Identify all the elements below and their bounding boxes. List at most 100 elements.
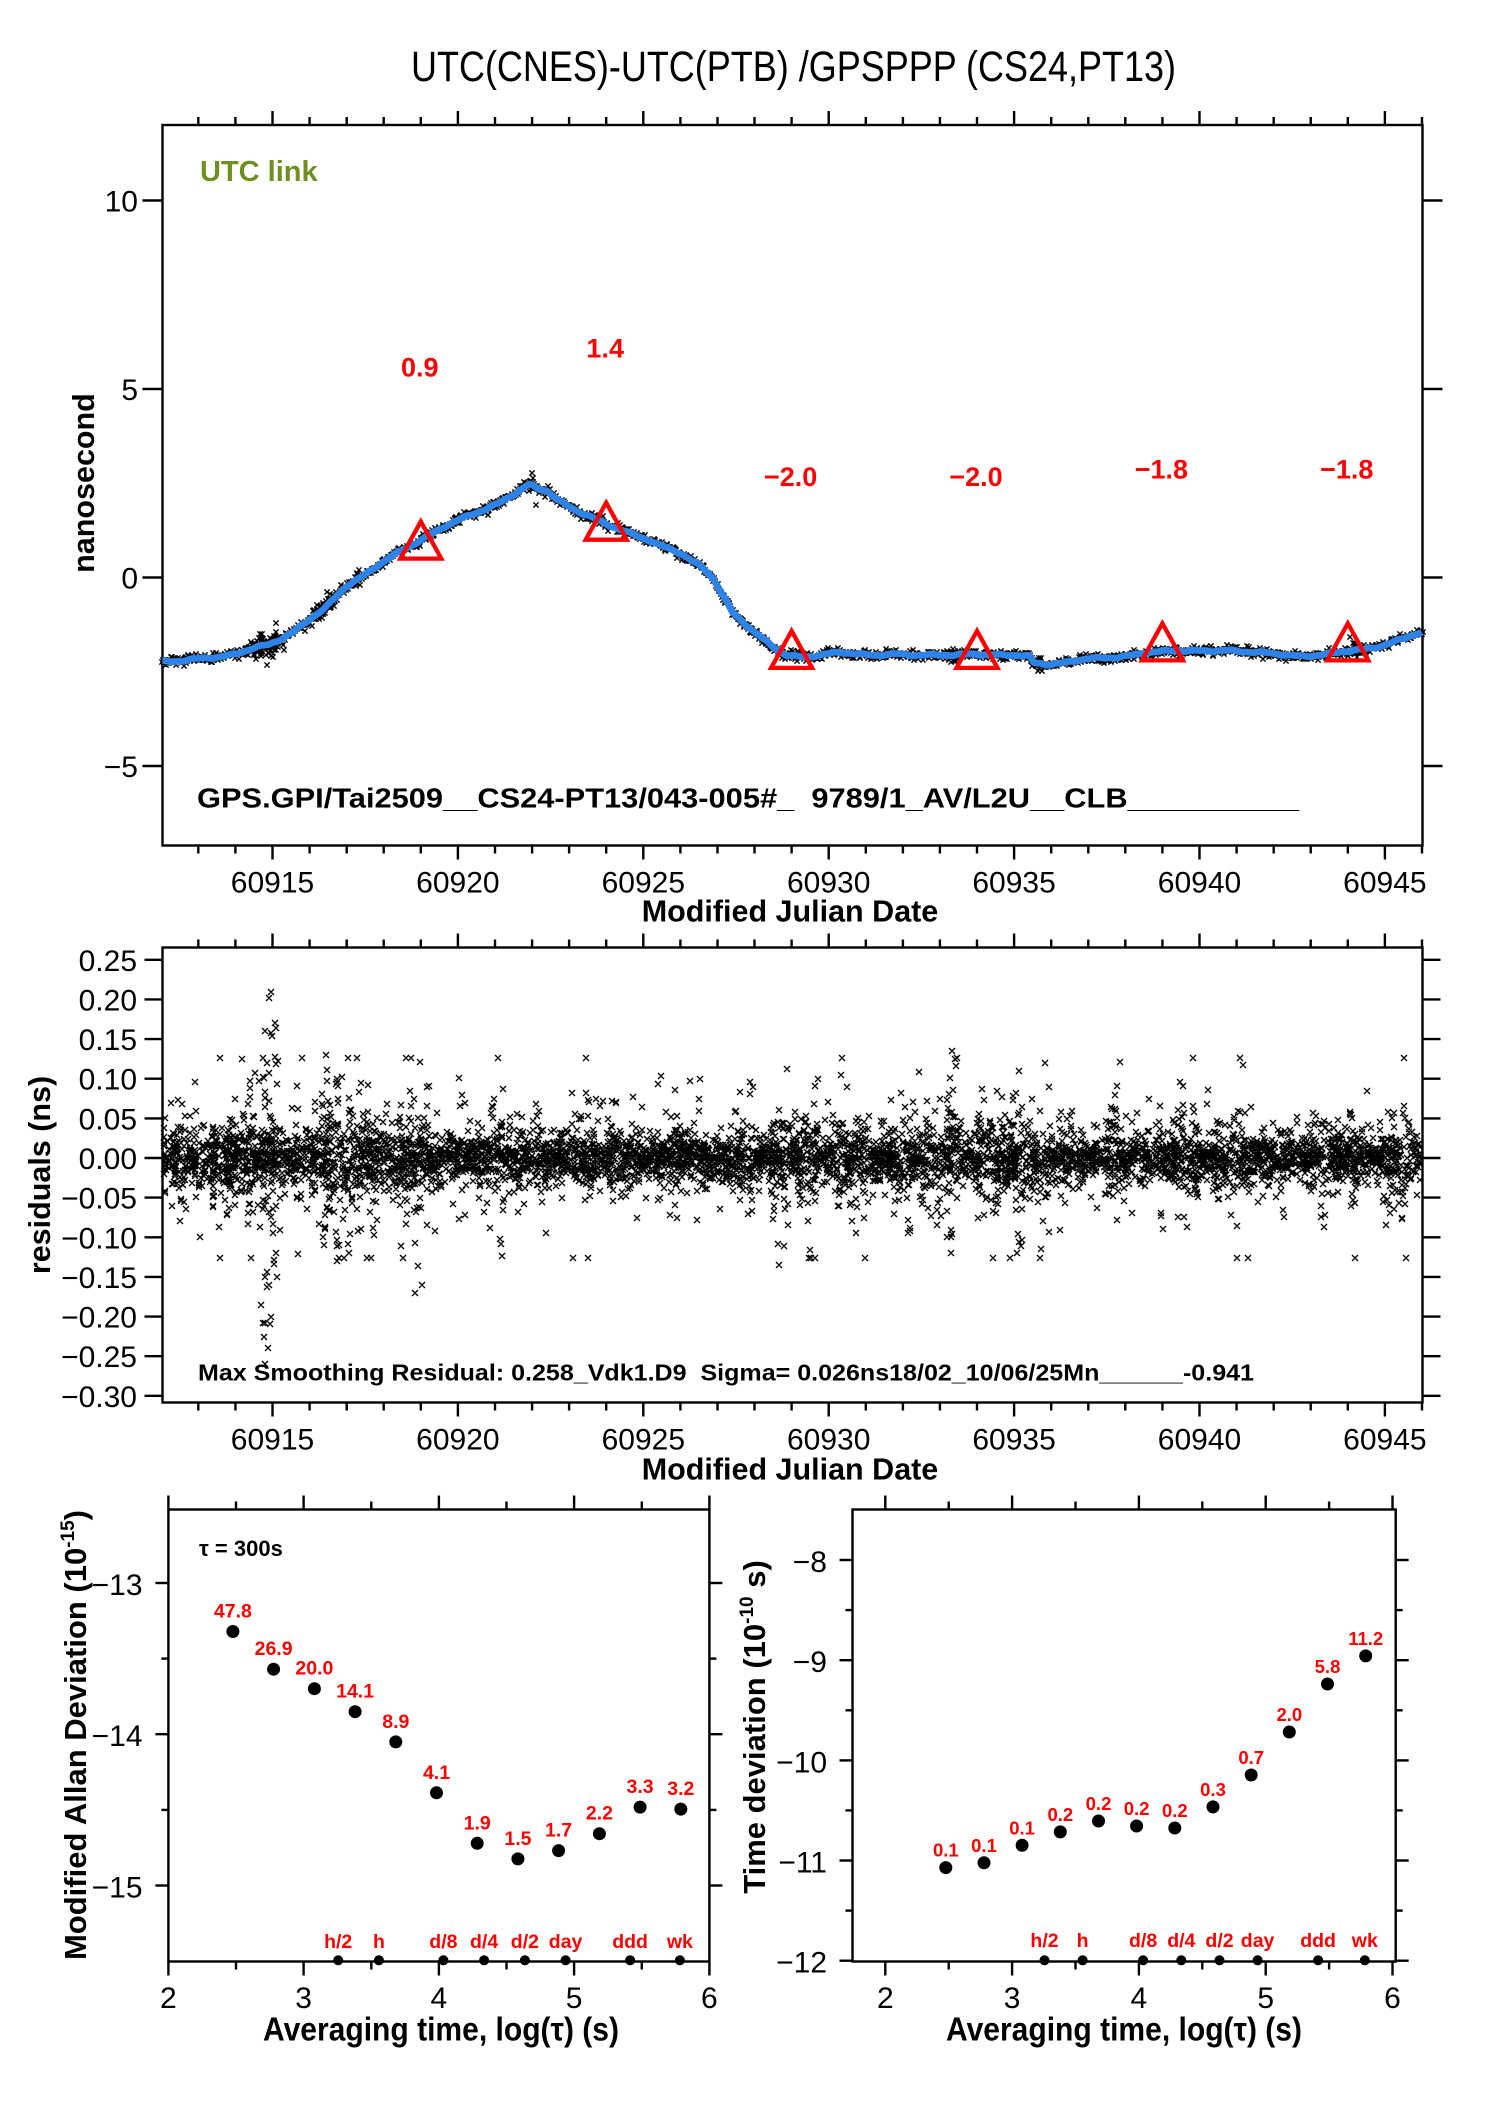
svg-text:τ = 300s: τ = 300s [199,1536,283,1561]
svg-text:4: 4 [431,1982,448,2015]
svg-text:−2.0: −2.0 [949,462,1002,492]
svg-text:0.2: 0.2 [1124,1798,1150,1819]
svg-text:1.7: 1.7 [545,1820,572,1842]
svg-text:−1.8: −1.8 [1135,454,1188,484]
svg-text:60940: 60940 [1158,1424,1241,1457]
svg-text:Modified Julian Date: Modified Julian Date [642,1453,939,1487]
svg-text:60925: 60925 [602,867,685,900]
svg-text:60925: 60925 [602,1424,685,1457]
svg-text:−8: −8 [793,1546,827,1579]
svg-text:−0.15: −0.15 [61,1262,137,1295]
svg-text:4.1: 4.1 [423,1762,450,1784]
svg-text:0.2: 0.2 [1047,1804,1073,1825]
svg-text:60935: 60935 [972,867,1055,900]
svg-text:Averaging time, log(τ) (s): Averaging time, log(τ) (s) [263,2011,619,2048]
svg-text:wk: wk [1351,1930,1378,1952]
svg-text:h/2: h/2 [324,1931,352,1953]
svg-text:Modified Allan Deviation (10-1: Modified Allan Deviation (10-15) [58,1510,93,1960]
svg-text:4: 4 [1131,1982,1148,2015]
svg-text:UTC link: UTC link [200,156,318,188]
svg-text:−10: −10 [776,1746,827,1779]
svg-text:d/2: d/2 [1205,1930,1233,1952]
svg-text:5: 5 [121,374,138,407]
svg-text:5: 5 [566,1982,583,2015]
svg-text:0.2: 0.2 [1086,1793,1112,1814]
svg-text:6: 6 [1384,1982,1401,2015]
svg-text:0.9: 0.9 [401,353,439,383]
svg-text:h: h [373,1931,385,1953]
svg-text:60915: 60915 [231,1424,314,1457]
svg-text:−11: −11 [778,1847,827,1880]
svg-text:3.3: 3.3 [627,1776,654,1798]
svg-text:20.0: 20.0 [295,1658,333,1680]
svg-text:0: 0 [121,563,138,596]
svg-text:−2.0: −2.0 [764,462,817,492]
svg-text:wk: wk [666,1931,693,1953]
svg-text:day: day [1241,1930,1275,1952]
svg-text:−1.8: −1.8 [1320,454,1373,484]
svg-text:60945: 60945 [1343,1424,1426,1457]
svg-text:60945: 60945 [1343,867,1426,900]
svg-text:5: 5 [1257,1982,1274,2015]
svg-text:d/4: d/4 [1167,1930,1195,1952]
svg-text:−9: −9 [793,1646,827,1679]
svg-text:h: h [1077,1930,1089,1952]
svg-text:60920: 60920 [416,867,499,900]
svg-text:6: 6 [701,1982,718,2015]
svg-text:1.9: 1.9 [464,1812,491,1834]
svg-text:0.1: 0.1 [933,1840,959,1861]
svg-text:h/2: h/2 [1030,1930,1058,1952]
svg-text:1.4: 1.4 [586,334,624,364]
svg-text:3: 3 [1004,1982,1021,2015]
svg-text:d/2: d/2 [511,1931,539,1953]
svg-text:11.2: 11.2 [1348,1628,1383,1649]
svg-text:2.0: 2.0 [1276,1704,1302,1725]
svg-text:2.2: 2.2 [586,1803,613,1825]
svg-text:d/8: d/8 [1129,1930,1157,1952]
svg-text:day: day [549,1931,583,1953]
svg-text:ddd: ddd [612,1931,648,1953]
svg-text:3.2: 3.2 [667,1778,694,1800]
svg-text:60930: 60930 [787,867,870,900]
svg-text:60935: 60935 [972,1424,1055,1457]
svg-text:0.20: 0.20 [79,984,137,1017]
svg-text:−13: −13 [92,1569,143,1602]
svg-text:60915: 60915 [231,867,314,900]
svg-text:−14: −14 [92,1720,143,1753]
svg-text:2: 2 [160,1982,177,2015]
svg-text:26.9: 26.9 [255,1638,293,1660]
svg-text:−5: −5 [104,751,138,784]
svg-text:Averaging time, log(τ) (s): Averaging time, log(τ) (s) [946,2011,1302,2048]
svg-text:3: 3 [295,1982,312,2015]
svg-text:0.05: 0.05 [79,1103,137,1136]
svg-text:5.8: 5.8 [1315,1656,1341,1677]
svg-text:0.7: 0.7 [1238,1747,1264,1768]
svg-text:d/4: d/4 [470,1931,498,1953]
svg-text:UTC(CNES)-UTC(PTB) /GPSPPP (: UTC(CNES)-UTC(PTB) /GPSPPP (CS24,PT13) [411,43,1176,91]
svg-text:14.1: 14.1 [336,1681,374,1703]
svg-text:−0.30: −0.30 [61,1381,137,1414]
svg-text:2: 2 [877,1982,894,2015]
svg-text:−0.20: −0.20 [61,1302,137,1335]
svg-text:−0.25: −0.25 [61,1341,137,1374]
svg-text:−0.10: −0.10 [61,1222,137,1255]
svg-text:−15: −15 [92,1872,143,1905]
svg-text:residuals (ns): residuals (ns) [23,1076,57,1274]
svg-text:nanosecond: nanosecond [67,393,101,573]
svg-text:0.15: 0.15 [79,1024,137,1057]
svg-text:0.00: 0.00 [79,1143,137,1176]
svg-text:60920: 60920 [416,1424,499,1457]
svg-text:0.1: 0.1 [1009,1817,1035,1838]
svg-text:60930: 60930 [787,1424,870,1457]
svg-text:0.25: 0.25 [79,945,137,978]
svg-text:8.9: 8.9 [382,1711,409,1733]
svg-text:d/8: d/8 [429,1931,457,1953]
svg-text:0.3: 0.3 [1200,1779,1226,1800]
svg-text:10: 10 [105,186,138,219]
svg-text:0.1: 0.1 [971,1835,997,1856]
svg-text:1.5: 1.5 [504,1828,531,1850]
svg-text:ddd: ddd [1300,1930,1336,1952]
svg-text:−12: −12 [776,1947,827,1980]
svg-text:0.2: 0.2 [1162,1800,1188,1821]
svg-text:60940: 60940 [1158,867,1241,900]
